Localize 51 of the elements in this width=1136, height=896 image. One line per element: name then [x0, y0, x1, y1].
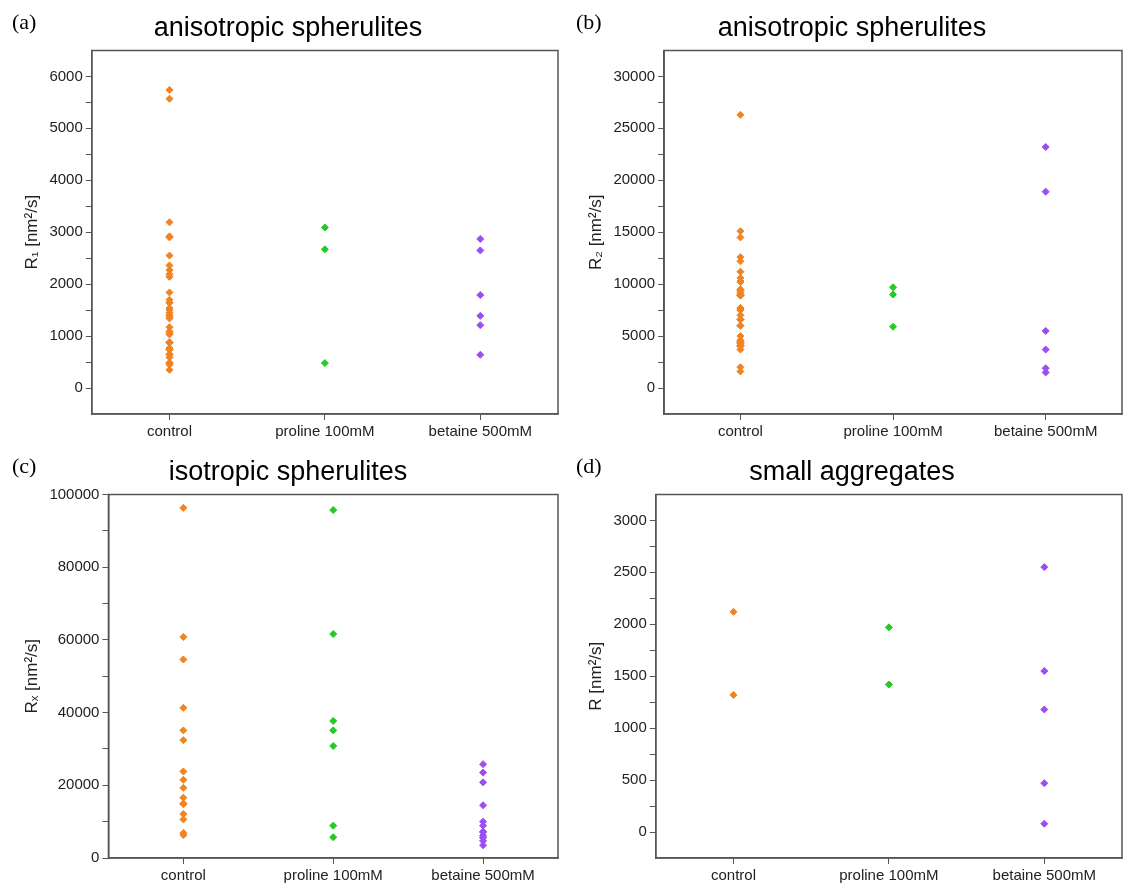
y-tick-label: 100000: [49, 484, 100, 502]
y-tick-label: 15000: [613, 222, 656, 240]
y-tick-label: 80000: [57, 557, 100, 575]
x-tick-label: proline 100mM: [843, 422, 943, 440]
text: (c): [12, 452, 37, 478]
y-tick-label: 2000: [49, 274, 83, 292]
y-tick-label: 10000: [613, 274, 656, 292]
x-tick-label: control: [710, 866, 756, 884]
x-tick-label: proline 100mM: [275, 422, 375, 440]
chart-title: small aggregates: [749, 455, 955, 486]
y-tick-label: 1000: [49, 326, 83, 344]
y-tick-label: 0: [91, 848, 100, 866]
y-tick-label: 0: [638, 822, 647, 840]
y-tick-label: 20000: [57, 775, 100, 793]
x-tick-label: proline 100mM: [283, 866, 383, 884]
x-tick-label: betaine 500mM: [428, 422, 532, 440]
y-axis-title: R₁ [nm²/s]: [21, 194, 41, 270]
x-tick-label: control: [717, 422, 763, 440]
y-tick-label: 2000: [613, 614, 647, 632]
y-tick-label: 4000: [49, 170, 83, 188]
x-tick-label: betaine 500mM: [992, 866, 1096, 884]
x-tick-label: control: [160, 866, 206, 884]
y-tick-label: 40000: [57, 702, 100, 720]
chart-title: anisotropic spherulites: [153, 11, 423, 42]
text: (d): [576, 452, 602, 478]
y-tick-label: 25000: [613, 118, 656, 136]
text: (a): [12, 8, 37, 34]
x-tick-label: betaine 500mM: [993, 422, 1098, 440]
text: (b): [576, 8, 602, 34]
y-axis-title: Rₓ [nm²/s]: [21, 638, 41, 714]
y-tick-label: 6000: [49, 66, 83, 84]
y-tick-label: 0: [646, 378, 656, 396]
y-tick-label: 30000: [613, 66, 656, 84]
x-tick-label: betaine 500mM: [431, 866, 535, 884]
y-tick-label: 2500: [613, 562, 647, 580]
x-tick-label: control: [146, 422, 192, 440]
y-tick-label: 1500: [613, 666, 647, 684]
y-tick-label: 60000: [57, 629, 100, 647]
chart-title: anisotropic spherulites: [717, 11, 987, 42]
chart-title: isotropic spherulites: [168, 455, 408, 486]
y-tick-label: 1000: [613, 718, 647, 736]
y-tick-label: 20000: [613, 170, 656, 188]
x-tick-label: proline 100mM: [839, 866, 939, 884]
y-tick-label: 3000: [49, 222, 83, 240]
y-tick-label: 3000: [613, 510, 647, 528]
y-axis-title: R [nm²/s]: [585, 641, 605, 711]
y-tick-label: 500: [621, 770, 647, 788]
y-tick-label: 5000: [621, 326, 656, 344]
y-tick-label: 5000: [49, 118, 83, 136]
y-tick-label: 0: [74, 378, 83, 396]
y-axis-title: R₂ [nm²/s]: [585, 194, 605, 270]
